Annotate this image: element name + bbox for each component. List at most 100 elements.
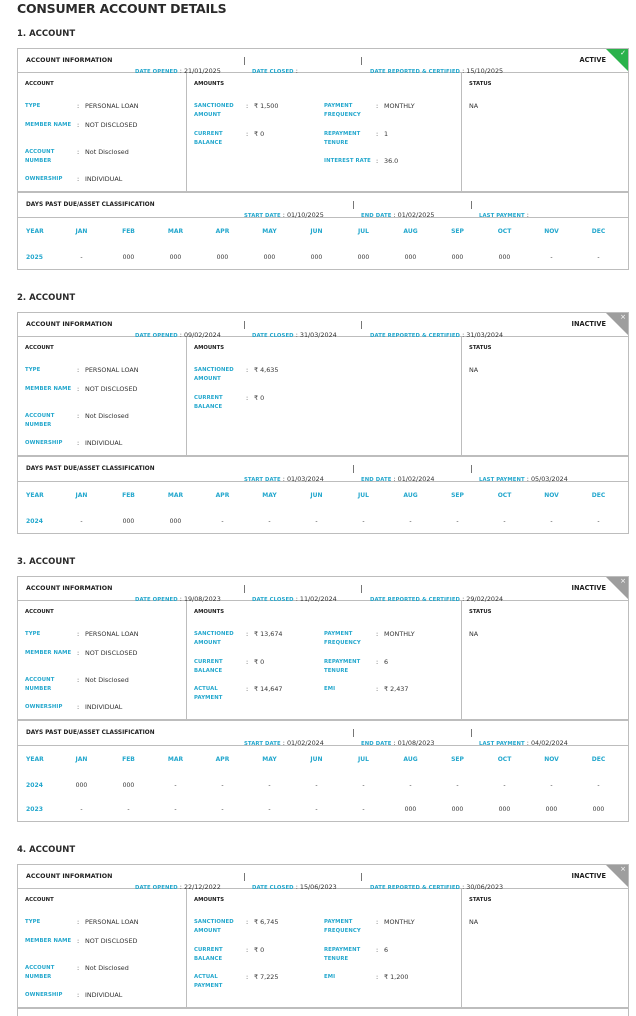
dpd-cell: 000 xyxy=(451,253,464,261)
dpd-cell: 000 xyxy=(404,253,417,261)
status-corner xyxy=(606,577,628,599)
date-opened-value: 21/01/2025 xyxy=(183,67,221,75)
year-row: 2024 000 000 - - - - - - - - - - xyxy=(18,773,628,797)
colon: : xyxy=(246,918,249,926)
dpd-cell: - xyxy=(456,781,459,789)
colon: : xyxy=(391,211,398,219)
separator: | xyxy=(470,728,473,737)
colon: : xyxy=(460,883,467,891)
colon: : xyxy=(524,475,531,483)
month-header: FEB xyxy=(122,228,135,235)
date-closed-label: DATE CLOSED xyxy=(252,885,294,891)
month-header: JAN xyxy=(75,756,88,763)
account-card: ACCOUNT INFORMATION DATE OPENED : 22/12/2… xyxy=(17,864,629,1016)
account-details-section: ACCOUNT TYPE: PERSONAL LOAN MEMBER NAME: NOT… xyxy=(18,889,628,1009)
field-label: ACCOUNT NUMBER xyxy=(25,677,55,692)
month-header-row: YEAR JAN FEB MAR APR MAY JUN JUL AUG SEP OCT NOV DEC xyxy=(18,482,628,509)
dpd-cell: - xyxy=(550,781,553,789)
date-closed-value: 15/06/2023 xyxy=(299,883,337,891)
amount-field: PAYMENT FREQUENCY: MONTHLY xyxy=(324,630,454,658)
colon: : xyxy=(391,475,398,483)
field-label: PAYMENT FREQUENCY xyxy=(324,631,361,646)
account-info-title: ACCOUNT INFORMATION xyxy=(26,873,113,880)
colon: : xyxy=(293,331,300,339)
amount-field: CURRENT BALANCE: ₹ 0 xyxy=(194,658,324,686)
amounts-left: SANCTIONED AMOUNT: ₹ 4,635 CURRENT BALANCE… xyxy=(194,366,324,421)
status-badge: ACTIVE xyxy=(579,56,606,64)
date-reported-value: 31/03/2024 xyxy=(466,331,504,339)
account-card: ACCOUNT INFORMATION DATE OPENED : 09/02/2… xyxy=(17,312,629,534)
amounts-left: SANCTIONED AMOUNT: ₹ 13,674 CURRENT BALANC… xyxy=(194,630,324,713)
account-column: ACCOUNT TYPE: PERSONAL LOAN MEMBER NAME: NOT… xyxy=(18,337,187,455)
dpd-cell: - xyxy=(550,253,553,261)
field-value: 6 xyxy=(384,945,389,954)
amount-field: EMI: ₹ 1,200 xyxy=(324,973,454,1001)
colon: : xyxy=(280,739,287,747)
amount-field: ACTUAL PAYMENT: ₹ 14,647 xyxy=(194,685,324,713)
separator: | xyxy=(243,320,246,329)
date-reported-value: 30/06/2023 xyxy=(466,883,504,891)
date-reported-value: 29/02/2024 xyxy=(466,595,504,603)
amounts-heading: AMOUNTS xyxy=(194,345,225,351)
dpd-cell: - xyxy=(597,781,600,789)
date-reported-label: DATE REPORTED & CERTIFIED xyxy=(370,885,461,891)
colon: : xyxy=(376,630,379,638)
end-date-label: END DATE xyxy=(361,477,392,483)
month-header: AUG xyxy=(403,228,418,235)
date-closed: DATE CLOSED : 15/06/2023 xyxy=(252,874,337,893)
field-value: NOT DISCLOSED xyxy=(85,121,138,129)
last-payment-label: LAST PAYMENT xyxy=(479,213,525,219)
field-label: OWNERSHIP xyxy=(25,440,63,446)
colon: : xyxy=(376,102,379,110)
dpd-cell: - xyxy=(597,253,600,261)
month-header: NOV xyxy=(544,492,559,499)
date-opened-value: 19/08/2023 xyxy=(183,595,221,603)
account-field: OWNERSHIP: INDIVIDUAL xyxy=(25,439,179,448)
check-icon: ✓ xyxy=(620,49,626,57)
field-value: 6 xyxy=(384,657,389,666)
page-title: CONSUMER ACCOUNT DETAILS xyxy=(17,1,227,16)
account-column: ACCOUNT TYPE: PERSONAL LOAN MEMBER NAME: NOT… xyxy=(18,601,187,719)
account-details-section: ACCOUNT TYPE: PERSONAL LOAN MEMBER NAME: NOT… xyxy=(18,601,628,721)
field-value: ₹ 4,635 xyxy=(254,366,279,374)
field-label: SANCTIONED AMOUNT xyxy=(194,631,234,646)
amount-field: SANCTIONED AMOUNT: ₹ 1,500 xyxy=(194,102,324,130)
colon: : xyxy=(77,121,80,129)
colon: : xyxy=(77,918,80,926)
start-date-label: START DATE xyxy=(244,477,281,483)
dpd-cell: - xyxy=(80,253,83,261)
field-value: PERSONAL LOAN xyxy=(85,366,139,374)
date-opened-value: 22/12/2022 xyxy=(183,883,221,891)
month-header: OCT xyxy=(497,492,512,499)
field-value: NOT DISCLOSED xyxy=(85,937,138,945)
field-value: INDIVIDUAL xyxy=(85,991,123,999)
colon: : xyxy=(177,67,184,75)
year-row: 2025 - 000 000 000 000 000 000 000 000 000 - - xyxy=(18,245,628,269)
account-info-header: ACCOUNT INFORMATION DATE OPENED : 22/12/2… xyxy=(18,865,628,891)
colon: : xyxy=(460,595,467,603)
dpd-cell: - xyxy=(503,781,506,789)
account-column: ACCOUNT TYPE: PERSONAL LOAN MEMBER NAME: NOT… xyxy=(18,73,187,191)
field-label: EMI xyxy=(324,974,336,980)
field-label: CURRENT BALANCE xyxy=(194,658,223,674)
year-cell: 2024 xyxy=(26,781,43,789)
separator: | xyxy=(360,320,363,329)
account-field: ACCOUNT NUMBER: Not Disclosed xyxy=(25,148,179,175)
month-header: AUG xyxy=(403,756,418,763)
dpd-cell: - xyxy=(174,805,177,813)
date-closed: DATE CLOSED : 31/03/2024 xyxy=(252,322,337,341)
amounts-left: SANCTIONED AMOUNT: ₹ 1,500 CURRENT BALANCE… xyxy=(194,102,324,185)
dpd-cell: 000 xyxy=(169,253,182,261)
colon: : xyxy=(77,102,80,110)
amount-field: CURRENT BALANCE: ₹ 0 xyxy=(194,130,324,158)
field-value: ₹ 0 xyxy=(254,657,265,666)
month-header-row: YEAR JAN FEB MAR APR MAY JUN JUL AUG SEP OCT NOV DEC xyxy=(18,746,628,773)
field-value: Not Disclosed xyxy=(85,676,129,684)
date-closed-label: DATE CLOSED xyxy=(252,69,294,75)
colon: : xyxy=(376,657,379,666)
colon: : xyxy=(246,685,249,693)
field-label: REPAYMENT TENURE xyxy=(324,130,361,146)
month-header: YEAR xyxy=(26,228,44,235)
date-opened: DATE OPENED : 22/12/2022 xyxy=(135,874,221,893)
colon: : xyxy=(77,964,80,972)
